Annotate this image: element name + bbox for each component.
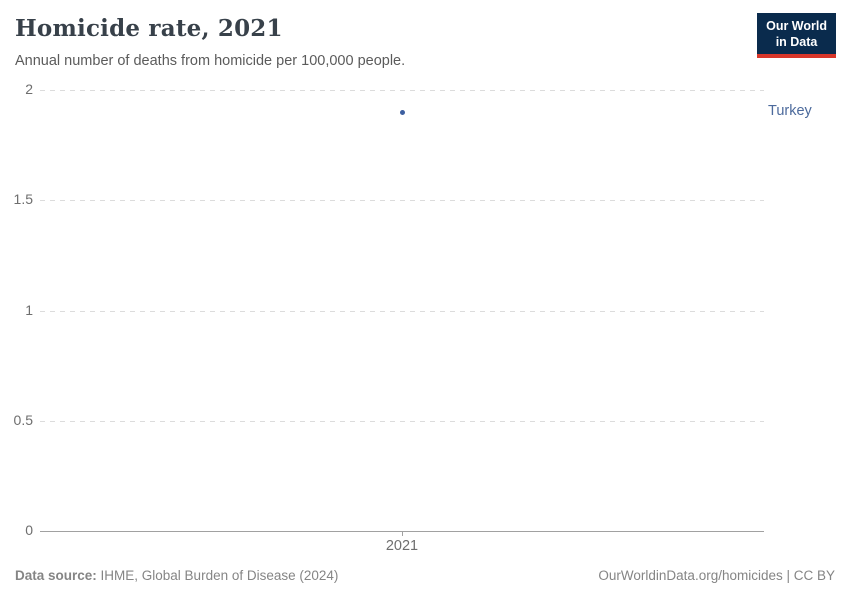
y-tick-label: 1.5 <box>13 191 33 208</box>
data-source-note: Data source: IHME, Global Burden of Dise… <box>15 568 338 583</box>
y-tick-label: 0.5 <box>13 411 33 428</box>
chart-subtitle: Annual number of deaths from homicide pe… <box>15 53 406 69</box>
y-tick-label: 0 <box>25 522 33 538</box>
x-tick-mark <box>402 531 403 536</box>
credit-link[interactable]: OurWorldinData.org/homicides | CC BY <box>598 568 835 583</box>
data-source-text: IHME, Global Burden of Disease (2024) <box>96 568 339 583</box>
page-title: Homicide rate, 2021 <box>15 15 283 42</box>
entity-label-turkey[interactable]: Turkey <box>768 103 812 120</box>
owid-logo[interactable]: Our World in Data <box>757 13 836 58</box>
y-tick-label: 1 <box>25 301 33 318</box>
gridline <box>40 200 764 202</box>
gridline <box>40 90 764 91</box>
y-tick-label: 2 <box>25 81 33 97</box>
owid-logo-line1: Our World <box>766 19 827 33</box>
data-source-label: Data source: <box>15 568 97 583</box>
owid-logo-line2: in Data <box>775 35 818 49</box>
chart-footer: Data source: IHME, Global Burden of Dise… <box>15 568 835 583</box>
gridline <box>40 420 764 422</box>
gridline <box>40 310 764 312</box>
data-point-turkey[interactable] <box>399 109 405 115</box>
x-tick-label: 2021 <box>385 538 419 554</box>
